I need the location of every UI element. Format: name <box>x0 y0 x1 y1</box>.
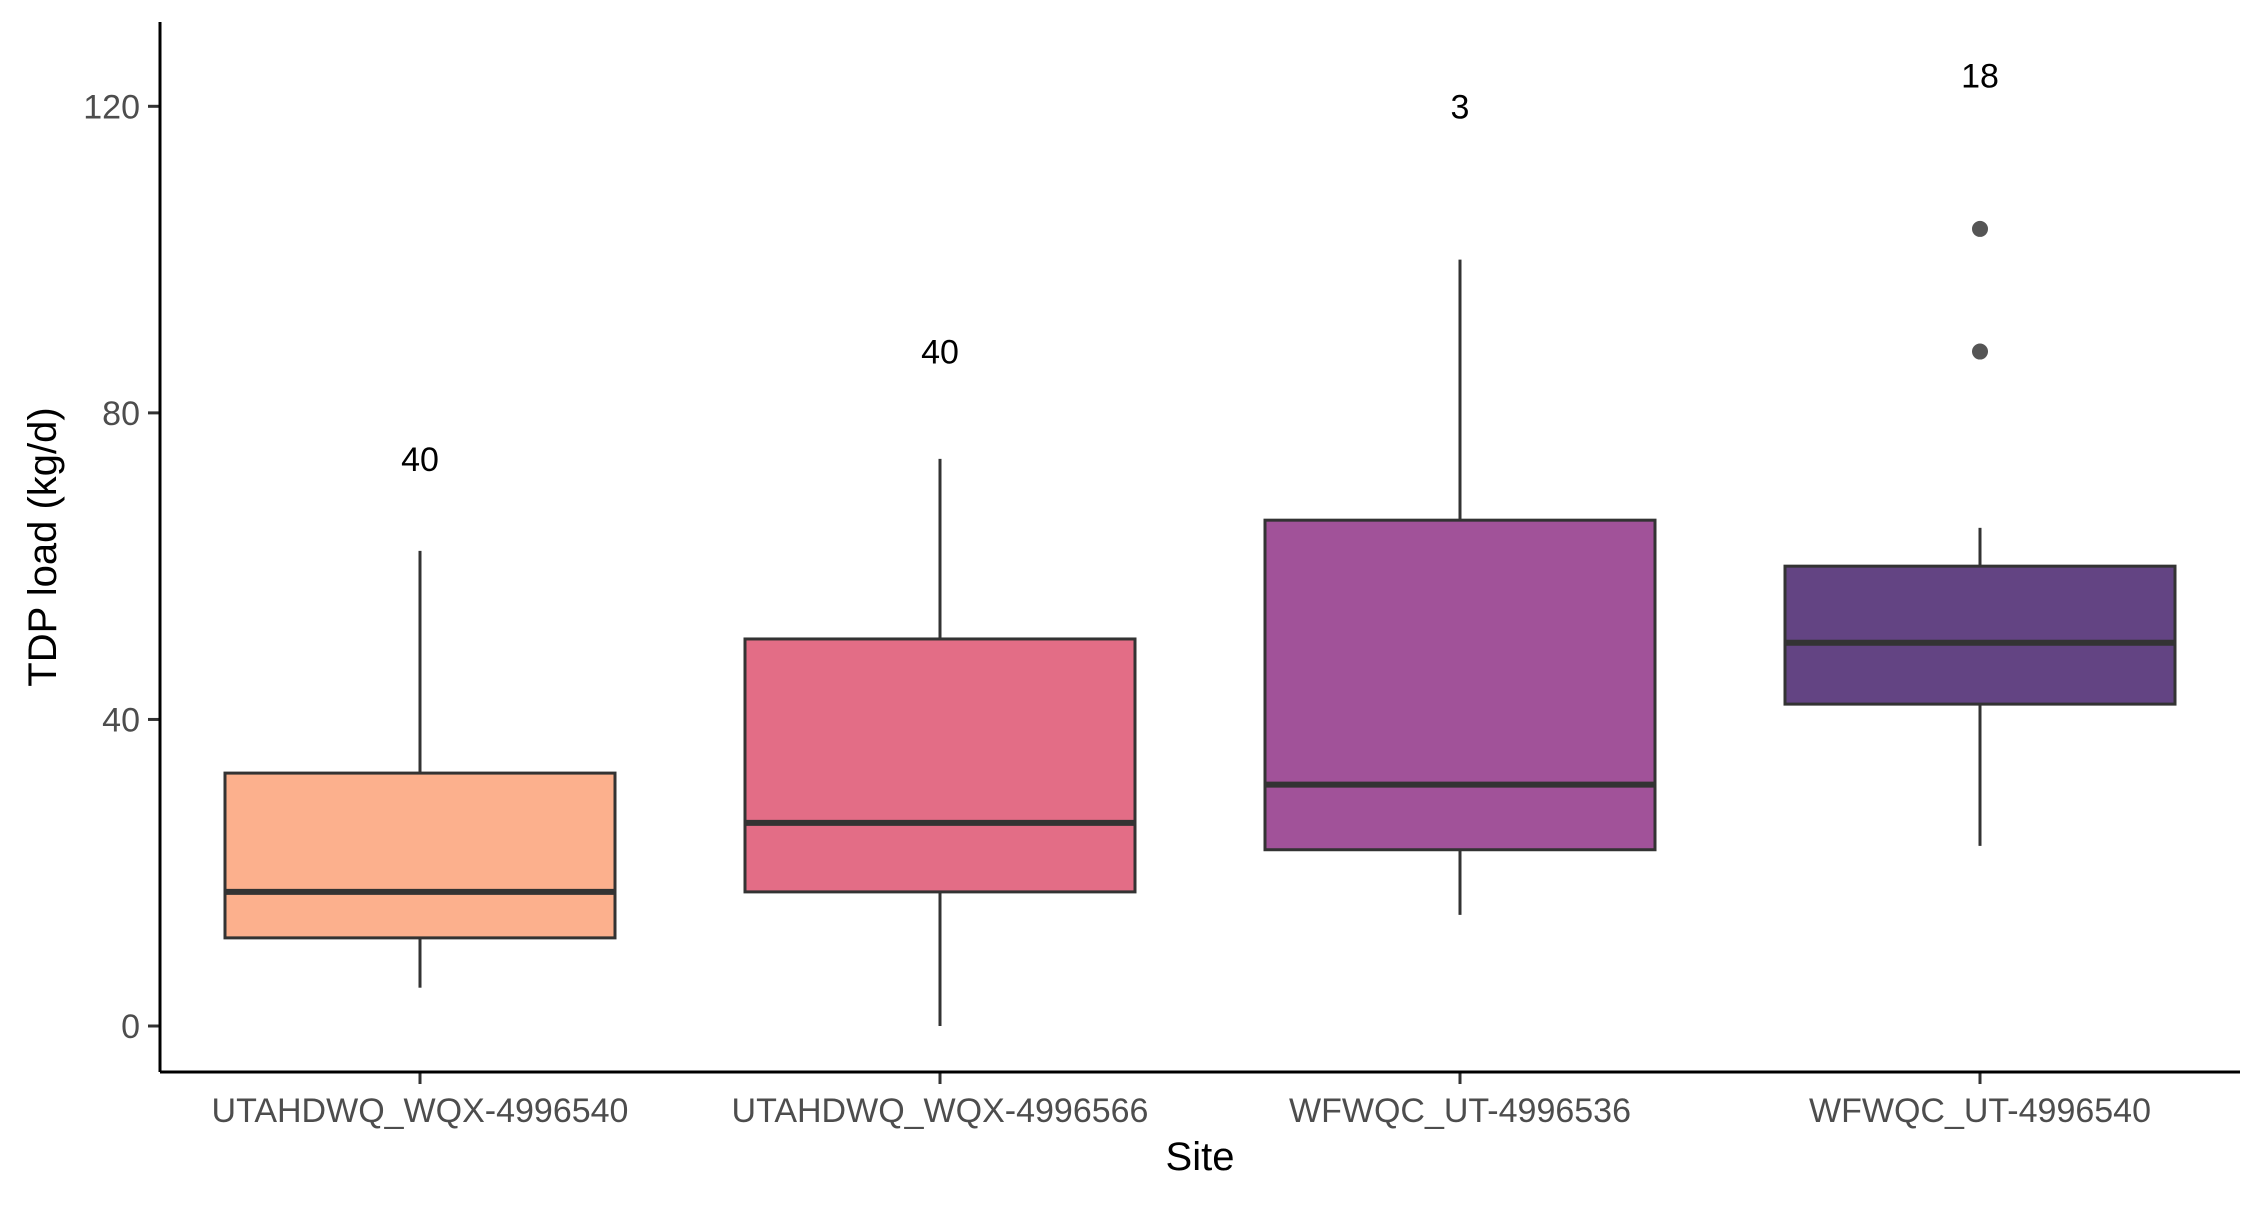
outlier-point <box>1972 220 1988 237</box>
x-tick-label: WFWQC_UT-4996540 <box>1809 1092 2151 1130</box>
box-group: 18 <box>1783 58 2177 846</box>
box-iqr <box>1783 564 2177 706</box>
box-iqr <box>743 637 1137 894</box>
count-label: 3 <box>1451 88 1470 126</box>
y-tick-label: 0 <box>121 1008 140 1046</box>
x-tick-label: WFWQC_UT-4996536 <box>1289 1092 1631 1130</box>
y-tick-label: 40 <box>102 701 140 739</box>
count-label: 40 <box>921 334 959 372</box>
outlier-point <box>1972 343 1988 360</box>
x-tick-label: UTAHDWQ_WQX-4996566 <box>732 1092 1149 1130</box>
box-group: 40 <box>743 334 1137 1027</box>
box-iqr <box>223 771 617 940</box>
x-tick-label: UTAHDWQ_WQX-4996540 <box>212 1092 629 1130</box>
plot-area: 0 40 80 120 40 UTAHDWQ_WQX-4996540 40 UTAHDWQ_W… <box>83 58 2177 1130</box>
y-tick-label: 80 <box>102 395 140 433</box>
y-axis-title: TDP load (kg/d) <box>21 407 65 686</box>
box-iqr <box>1263 518 1657 852</box>
box-group: 40 <box>223 441 617 988</box>
x-axis-title: Site <box>1166 1135 1235 1179</box>
axes <box>158 22 2240 1074</box>
count-label: 18 <box>1961 58 1999 96</box>
count-label: 40 <box>401 441 439 479</box>
box-group: 3 <box>1263 88 1657 915</box>
y-tick-label: 120 <box>83 88 140 126</box>
